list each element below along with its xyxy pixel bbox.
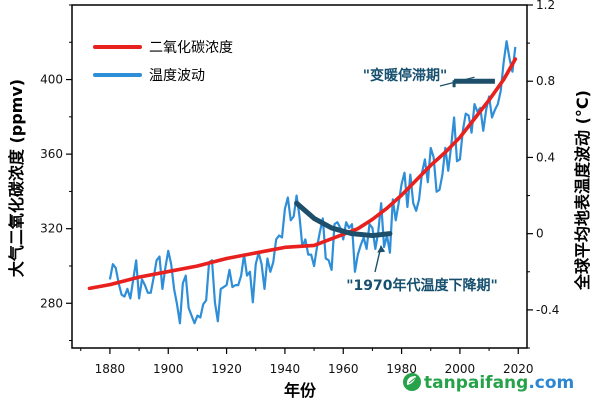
watermark-suffix: .com xyxy=(528,373,574,393)
watermark: tanpaifang.com xyxy=(403,373,574,393)
watermark-text: tanpaifang.com xyxy=(424,373,574,393)
y-left-axis-title: 大气二氧化碳浓度 (ppmv) xyxy=(7,79,26,277)
y-right-tick-label: 0 xyxy=(536,227,544,241)
x-tick-label: 2020 xyxy=(503,362,534,376)
y-right-tick-label: 0.8 xyxy=(536,74,555,88)
legend: 二氧化碳浓度 温度波动 xyxy=(93,40,233,84)
x-tick-label: 1880 xyxy=(95,362,126,376)
x-tick-label: 1920 xyxy=(211,362,242,376)
y-left-tick-label: 360 xyxy=(40,147,63,161)
plot-frame xyxy=(71,4,528,349)
x-tick-labels: 1880 1900 1920 1940 1960 1980 2000 2020 xyxy=(95,362,534,376)
hiatus-arrow xyxy=(439,76,475,87)
annotation-warming-hiatus: "变暖停滞期" xyxy=(363,67,448,84)
x-tick-label: 1980 xyxy=(386,362,417,376)
series-line-temperature xyxy=(108,40,517,325)
x-axis-title: 年份 xyxy=(284,381,317,400)
x-tick-label: 2000 xyxy=(445,362,476,376)
legend-label-co2: 二氧化碳浓度 xyxy=(149,40,233,56)
cooling-arrowhead xyxy=(377,245,386,253)
series-layer xyxy=(87,40,518,325)
watermark-main: tanpaifang xyxy=(424,373,528,393)
y-right-tick-label: 1.2 xyxy=(536,0,555,12)
y-right-tick-labels: -0.4 0 0.4 0.8 1.2 xyxy=(536,0,559,317)
series-line-co2 xyxy=(87,57,518,291)
y-left-tick-label: 400 xyxy=(40,73,63,87)
x-tick-label: 1900 xyxy=(153,362,184,376)
y-left-tick-label: 320 xyxy=(40,222,63,236)
y-left-tick-labels: 280 320 360 400 xyxy=(40,73,63,311)
axis-ticks xyxy=(66,4,533,354)
y-right-tick-label: -0.4 xyxy=(536,303,559,317)
legend-label-temp: 温度波动 xyxy=(149,68,205,84)
annotation-1970s-cooling: "1970年代温度下降期" xyxy=(346,277,498,294)
y-right-tick-label: 0.4 xyxy=(536,150,555,164)
x-tick-label: 1960 xyxy=(328,362,359,376)
y-right-axis-title: 全球平均地表温度波动 (°C) xyxy=(573,90,592,291)
cooling-curve xyxy=(294,200,393,239)
annotation-layer xyxy=(294,76,495,273)
y-left-tick-label: 280 xyxy=(40,296,63,310)
recycle-leaf-icon xyxy=(403,373,421,391)
x-tick-label: 1940 xyxy=(270,362,301,376)
